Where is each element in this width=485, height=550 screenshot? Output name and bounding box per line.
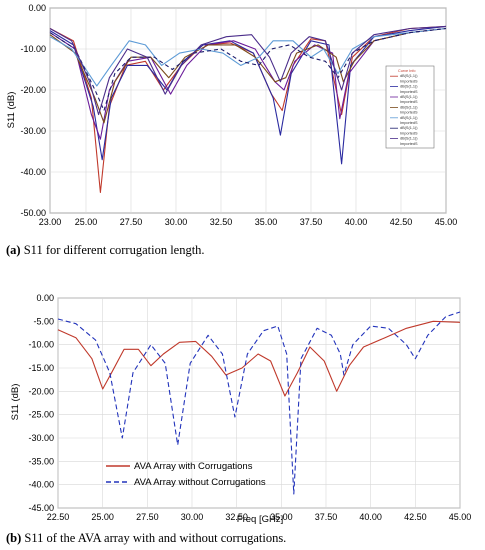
series-line-1: [57, 320, 461, 397]
caption-a: (a) S11 for different corrugation length…: [6, 243, 205, 257]
x-tick-label: 32.50: [225, 512, 248, 522]
series-line-2: [57, 311, 461, 495]
legend-entry: dB(S(1,1)): [400, 116, 418, 120]
chart-b-y-axis-label: S11 (dB): [10, 384, 21, 421]
legend-entry: ImportedS: [400, 111, 418, 115]
x-tick-label: 42.50: [390, 217, 413, 227]
chart-b-plot-area: [57, 297, 461, 509]
series-line-5: [49, 27, 447, 87]
series-line-3: [49, 27, 447, 140]
chart-b-grid: [57, 297, 461, 509]
chart-a-y-axis-label: S11 (dB): [6, 92, 17, 129]
series-line-1: [49, 25, 447, 194]
x-tick-label: 27.50: [120, 217, 143, 227]
legend-entry: ImportedS: [400, 121, 418, 125]
chart-b-legend: AVA Array with Corrugations AVA Array wi…: [106, 461, 266, 488]
x-tick-label: 30.00: [165, 217, 188, 227]
x-tick-label: 27.50: [136, 512, 159, 522]
legend-entry: dB(S(1,1)): [400, 137, 418, 141]
chart-a-x-ticks: 23.00 25.00 27.50 30.00 32.50 35.00 37.50 40.00…: [39, 217, 458, 227]
x-tick-label: 40.00: [359, 512, 382, 522]
legend-entry: Curve Info: [398, 69, 416, 73]
y-tick-label: -5.00: [33, 316, 54, 326]
y-tick-label: 0.00: [36, 293, 54, 303]
y-tick-label: -20.00: [28, 386, 54, 396]
series-line-7: [49, 25, 447, 116]
x-tick-label: 40.00: [345, 217, 368, 227]
y-tick-label: -30.00: [28, 433, 54, 443]
x-tick-label: 45.00: [449, 512, 472, 522]
y-tick-label: -30.00: [20, 126, 46, 136]
legend-entry: ImportedS: [400, 142, 418, 146]
y-tick-label: -10.00: [28, 340, 54, 350]
y-tick-label: -20.00: [20, 85, 46, 95]
x-tick-label: 35.00: [270, 512, 293, 522]
chart-b-x-ticks: 22.50 25.00 27.50 30.00 32.50 35.00 37.50 40.00…: [47, 512, 472, 522]
series-line-4: [49, 27, 447, 124]
y-tick-label: -25.00: [28, 410, 54, 420]
x-tick-label: 42.50: [404, 512, 427, 522]
x-tick-label: 32.50: [210, 217, 233, 227]
y-tick-label: -45.00: [28, 503, 54, 513]
chart-b-series: [57, 311, 461, 495]
x-tick-label: 25.00: [75, 217, 98, 227]
caption-b: (b) S11 of the AVA array with and withou…: [6, 531, 287, 545]
y-tick-label: -35.00: [28, 456, 54, 466]
x-tick-label: 37.50: [315, 512, 338, 522]
legend-entry: dB(S(1,1)): [400, 95, 418, 99]
y-tick-label: -40.00: [28, 480, 54, 490]
chart-b-x-axis-label: Freq [GHz]: [237, 514, 283, 525]
legend-entry: ImportedS: [400, 131, 418, 135]
legend-entry: dB(S(1,1)): [400, 85, 418, 89]
x-tick-label: 23.00: [39, 217, 62, 227]
y-tick-label: -50.00: [20, 208, 46, 218]
y-tick-label: 0.00: [28, 3, 46, 13]
chart-a-series: [49, 25, 447, 194]
x-tick-label: 22.50: [47, 512, 70, 522]
y-tick-label: -10.00: [20, 44, 46, 54]
legend-label-with: AVA Array with Corrugations: [134, 461, 253, 472]
x-tick-label: 25.00: [91, 512, 114, 522]
chart-a-y-ticks: 0.00 -10.00 -20.00 -30.00 -40.00 -50.00: [20, 3, 46, 218]
chart-b: 22.50 25.00 27.50 30.00 32.50 35.00 37.50 40.00…: [10, 293, 472, 525]
chart-a-legend: Curve InfodB(S(1,1))ImportedSdB(S(1,1))I…: [385, 65, 435, 149]
legend-entry: ImportedS: [400, 90, 418, 94]
series-line-2: [49, 25, 447, 165]
x-tick-label: 37.50: [300, 217, 323, 227]
y-tick-label: -15.00: [28, 363, 54, 373]
legend-entry: ImportedS: [400, 79, 418, 83]
chart-a: 23.00 25.00 27.50 30.00 32.50 35.00 37.50 40.00…: [6, 3, 458, 227]
legend-entry: dB(S(1,1)): [400, 105, 418, 109]
legend-entry: ImportedS: [400, 100, 418, 104]
legend-entry: dB(S(1,1)): [400, 126, 418, 130]
legend-label-without: AVA Array without Corrugations: [134, 477, 266, 488]
x-tick-label: 30.00: [181, 512, 204, 522]
x-tick-label: 35.00: [255, 217, 278, 227]
chart-a-plot-area: [49, 7, 447, 214]
legend-entry: dB(S(1,1)): [400, 74, 418, 78]
chart-b-y-ticks: 0.00 -5.00 -10.00 -15.00 -20.00 -25.00 -30.00 -…: [28, 293, 54, 513]
y-tick-label: -40.00: [20, 167, 46, 177]
x-tick-label: 45.00: [435, 217, 458, 227]
series-line-6: [49, 27, 447, 112]
